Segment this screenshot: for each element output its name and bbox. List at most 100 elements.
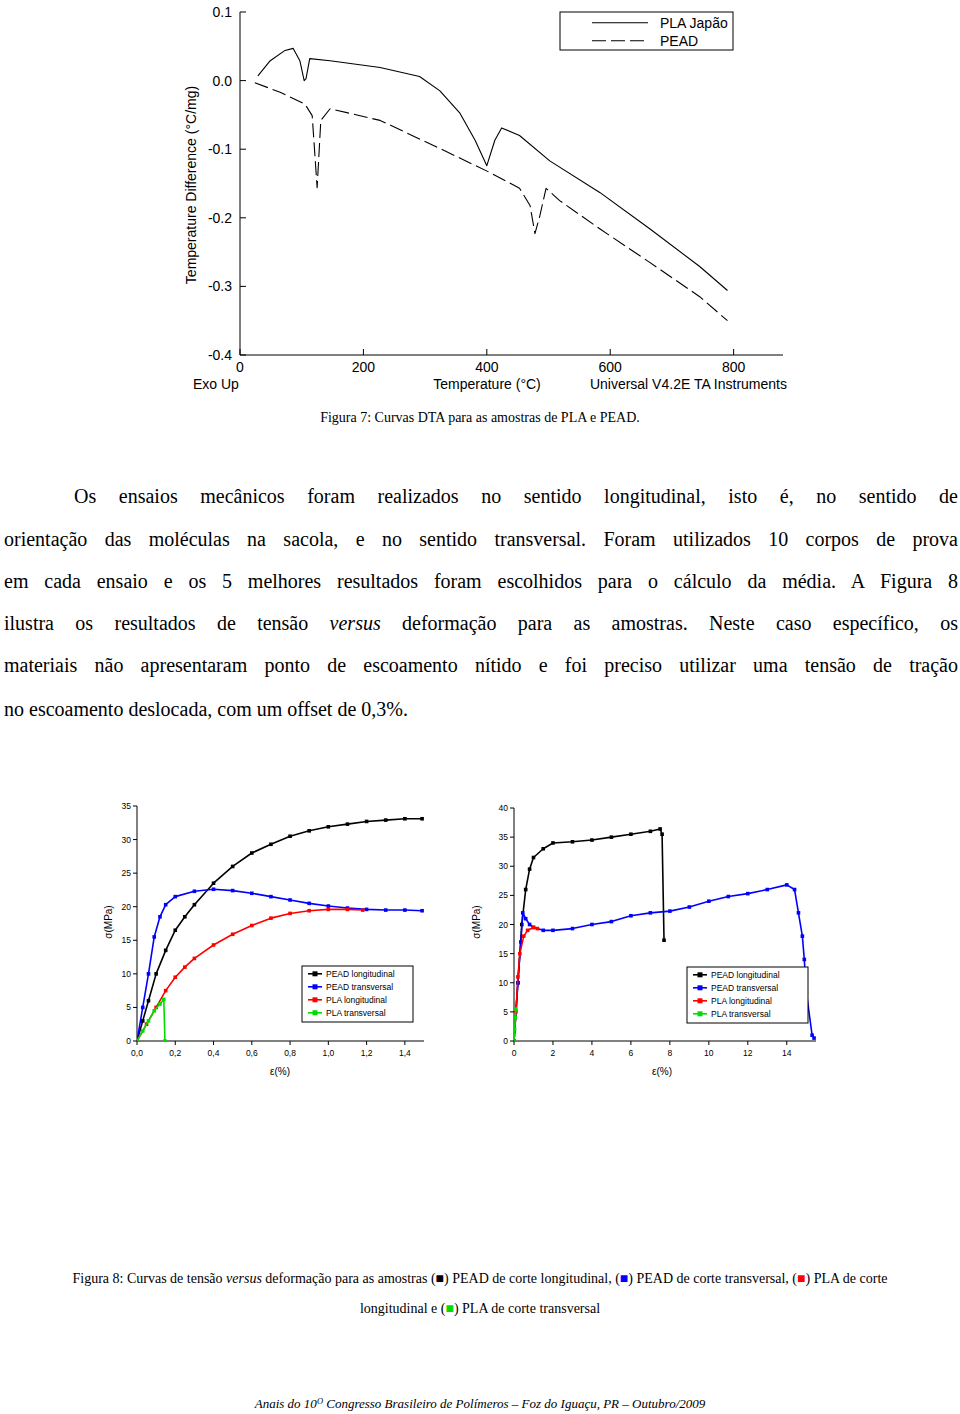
legend-swatch xyxy=(592,22,648,23)
series-marker xyxy=(137,1039,139,1041)
series-marker xyxy=(231,889,235,893)
series-marker xyxy=(173,928,177,932)
y-tick xyxy=(133,973,137,974)
paragraph-line: orientação das moléculas na sacola, e no… xyxy=(4,527,958,551)
series-marker xyxy=(629,914,633,918)
series-marker xyxy=(571,840,575,844)
x-tick-label: 4 xyxy=(590,1048,595,1058)
series-marker xyxy=(707,899,711,903)
series-marker xyxy=(141,1006,145,1010)
x-axis-label: Temperature (°C) xyxy=(433,376,541,392)
legend-label: PEAD xyxy=(660,33,698,49)
y-tick-label: 35 xyxy=(499,832,509,842)
series-marker xyxy=(403,817,407,821)
series-marker xyxy=(532,926,536,930)
series-marker xyxy=(365,908,369,912)
series-line xyxy=(514,927,537,1041)
series-marker xyxy=(746,892,750,896)
series-line xyxy=(137,889,422,1041)
series-line xyxy=(137,999,165,1041)
y-tick-label: 0 xyxy=(126,1036,131,1046)
series-marker xyxy=(629,832,633,836)
series-marker xyxy=(688,905,692,909)
y-tick-label: 35 xyxy=(122,801,132,811)
series-marker xyxy=(288,898,292,902)
x-tick-label: 1,2 xyxy=(361,1048,373,1058)
y-tick xyxy=(133,1007,137,1008)
series-marker xyxy=(141,1029,145,1033)
series-marker xyxy=(590,838,594,842)
x-tick-label: 10 xyxy=(704,1048,714,1058)
series-marker xyxy=(384,908,388,912)
series-marker xyxy=(365,820,369,824)
figure-caption: Figura 8: Curvas de tensão versus deform… xyxy=(0,1270,960,1288)
text-run: Figura 8: Curvas de tensão xyxy=(72,1271,226,1286)
legend-label: PEAD longitudinal xyxy=(326,969,395,979)
series-marker xyxy=(514,1039,516,1041)
chart-2: 051015202530354002468101214ε(%)σ(MPa)PEA… xyxy=(471,803,816,1077)
y-tick-label: 30 xyxy=(499,861,509,871)
series-marker xyxy=(801,934,805,938)
series-marker xyxy=(327,825,331,829)
x-tick xyxy=(486,349,487,355)
series-marker xyxy=(147,1019,151,1023)
figure-caption: longitudinal e (■) PLA de corte transver… xyxy=(0,1300,960,1318)
y-tick xyxy=(510,1041,514,1042)
series-marker xyxy=(793,888,797,892)
series-marker xyxy=(521,911,525,915)
series-marker xyxy=(183,915,187,919)
x-tick-label: 6 xyxy=(629,1048,634,1058)
series-line xyxy=(137,819,422,1041)
x-tick xyxy=(175,1041,176,1045)
x-axis xyxy=(240,355,783,356)
series-marker xyxy=(346,822,350,826)
legend-marker xyxy=(698,1011,703,1016)
series-marker xyxy=(346,908,350,912)
y-tick xyxy=(133,1041,137,1042)
series-marker xyxy=(610,920,614,924)
series-line xyxy=(258,48,728,290)
series-marker xyxy=(158,915,162,919)
series-marker xyxy=(514,1028,516,1032)
y-tick-label: -0.2 xyxy=(208,210,232,226)
series-marker xyxy=(162,998,166,1002)
x-tick xyxy=(366,1041,367,1045)
x-tick-label: 0 xyxy=(236,359,244,375)
series-line xyxy=(514,1009,516,1041)
series-marker xyxy=(420,909,424,913)
text-run: ■ xyxy=(445,1301,453,1316)
legend-marker xyxy=(313,1010,318,1015)
x-tick xyxy=(552,1041,553,1045)
legend-label: PLA longitudinal xyxy=(326,995,387,1005)
x-tick xyxy=(786,1041,787,1045)
text-run: Os ensaios mecânicos foram realizados no… xyxy=(74,485,958,507)
x-axis-label: ε(%) xyxy=(270,1066,290,1077)
series-marker xyxy=(269,916,273,920)
x-tick xyxy=(514,1041,515,1045)
series-marker xyxy=(250,891,254,895)
y-tick-label: 0 xyxy=(503,1036,508,1046)
x-tick xyxy=(669,1041,670,1045)
y-tick xyxy=(240,217,246,218)
series-marker xyxy=(524,917,528,921)
series-marker xyxy=(307,909,311,913)
series-marker xyxy=(137,1039,139,1041)
plot-data xyxy=(137,817,424,1041)
y-tick xyxy=(510,808,514,809)
legend-label: PEAD transversal xyxy=(711,983,778,993)
series-marker xyxy=(662,938,666,942)
y-tick xyxy=(510,1011,514,1012)
text-run: versus xyxy=(226,1271,262,1286)
series-marker xyxy=(516,975,520,979)
chart-1: 051015202530350,00,20,40,60,81,01,21,4ε(… xyxy=(103,801,424,1077)
x-tick xyxy=(137,1041,138,1045)
x-tick-label: 800 xyxy=(722,359,746,375)
text-run: O xyxy=(317,1396,323,1406)
x-tick-label: 2 xyxy=(551,1048,556,1058)
series-marker xyxy=(163,1039,167,1041)
series-marker xyxy=(173,975,177,979)
series-marker xyxy=(532,856,536,860)
legend-marker xyxy=(698,998,703,1003)
series-marker xyxy=(212,943,216,947)
series-marker xyxy=(288,834,292,838)
